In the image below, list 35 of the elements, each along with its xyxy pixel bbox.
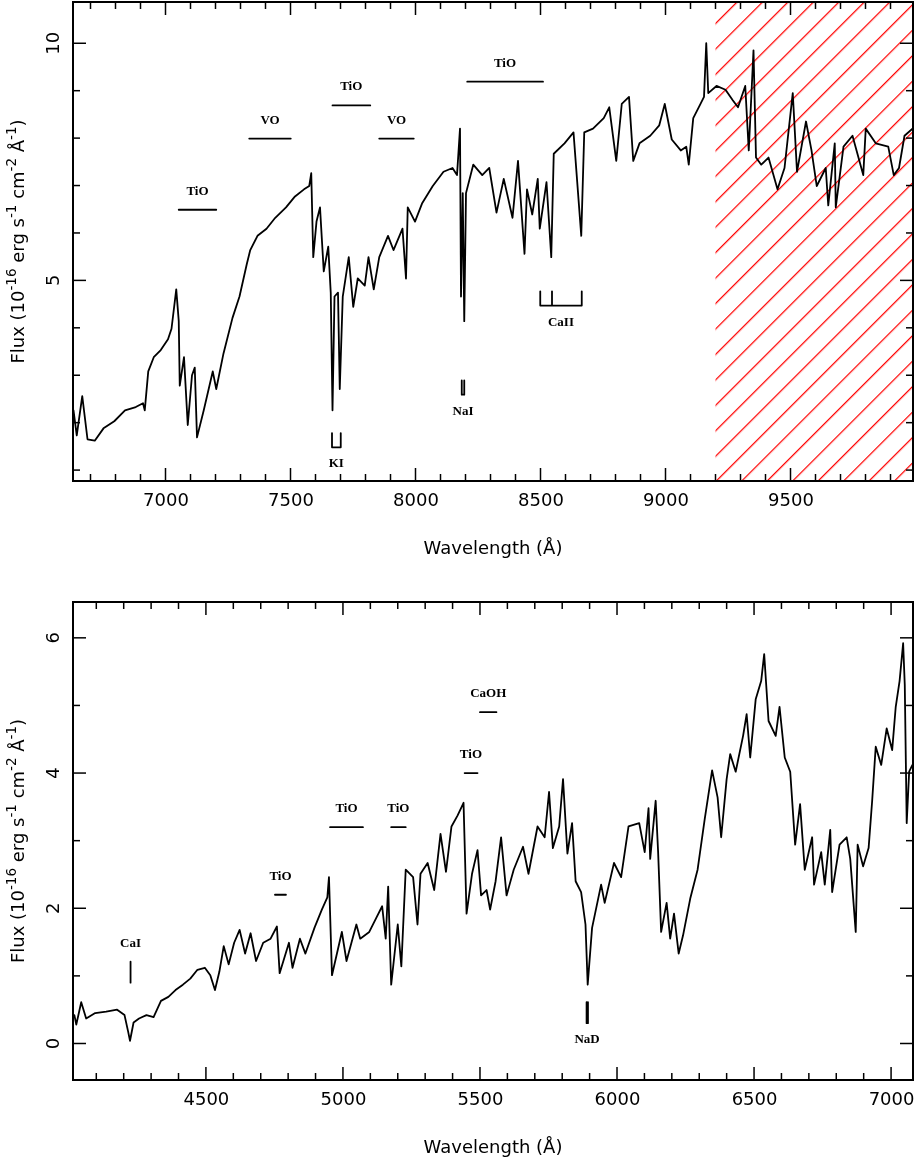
- annotation: TiO: [269, 867, 292, 883]
- x-tick-label: 8500: [518, 488, 564, 510]
- x-axis-title: Wavelength (Å): [423, 1136, 563, 1157]
- x-tick-label: 4500: [183, 1087, 230, 1109]
- annotation: NaD: [574, 1031, 600, 1047]
- annotation: TiO: [459, 746, 483, 762]
- annotation: VO: [260, 111, 280, 127]
- x-axis-title: Wavelength (Å): [423, 537, 563, 558]
- x-tick-label: 7000: [143, 488, 189, 510]
- annotation: CaOH: [470, 685, 507, 701]
- annotation: NaI: [452, 402, 474, 418]
- annotation: TiO: [335, 800, 358, 816]
- x-tick-label: 7500: [268, 488, 314, 510]
- annotation: CaII: [547, 313, 575, 329]
- annotation: VO: [386, 111, 407, 127]
- y-tick-label: 6: [42, 632, 63, 644]
- x-tick-label: 7000: [868, 1087, 915, 1109]
- annotation: TiO: [340, 78, 363, 94]
- annotation: TiO: [493, 54, 517, 70]
- annotation: TiO: [186, 182, 209, 198]
- x-tick-label: 5000: [320, 1087, 367, 1109]
- x-tick-label: 9000: [643, 488, 689, 510]
- x-tick-label: 6000: [594, 1087, 641, 1109]
- annotation: CaI: [120, 934, 142, 950]
- x-tick-label: 9500: [768, 488, 814, 510]
- y-tick-label: 5: [42, 274, 63, 287]
- x-tick-label: 8000: [393, 488, 439, 510]
- y-tick-label: 2: [42, 902, 63, 914]
- y-tick-label: 10: [42, 31, 63, 55]
- x-tick-label: 5500: [457, 1087, 504, 1109]
- y-tick-label: 4: [42, 767, 63, 779]
- annotation: TiO: [387, 800, 410, 816]
- annotation: KI: [328, 455, 344, 471]
- y-tick-label: 0: [42, 1037, 63, 1050]
- x-tick-label: 6500: [731, 1087, 778, 1109]
